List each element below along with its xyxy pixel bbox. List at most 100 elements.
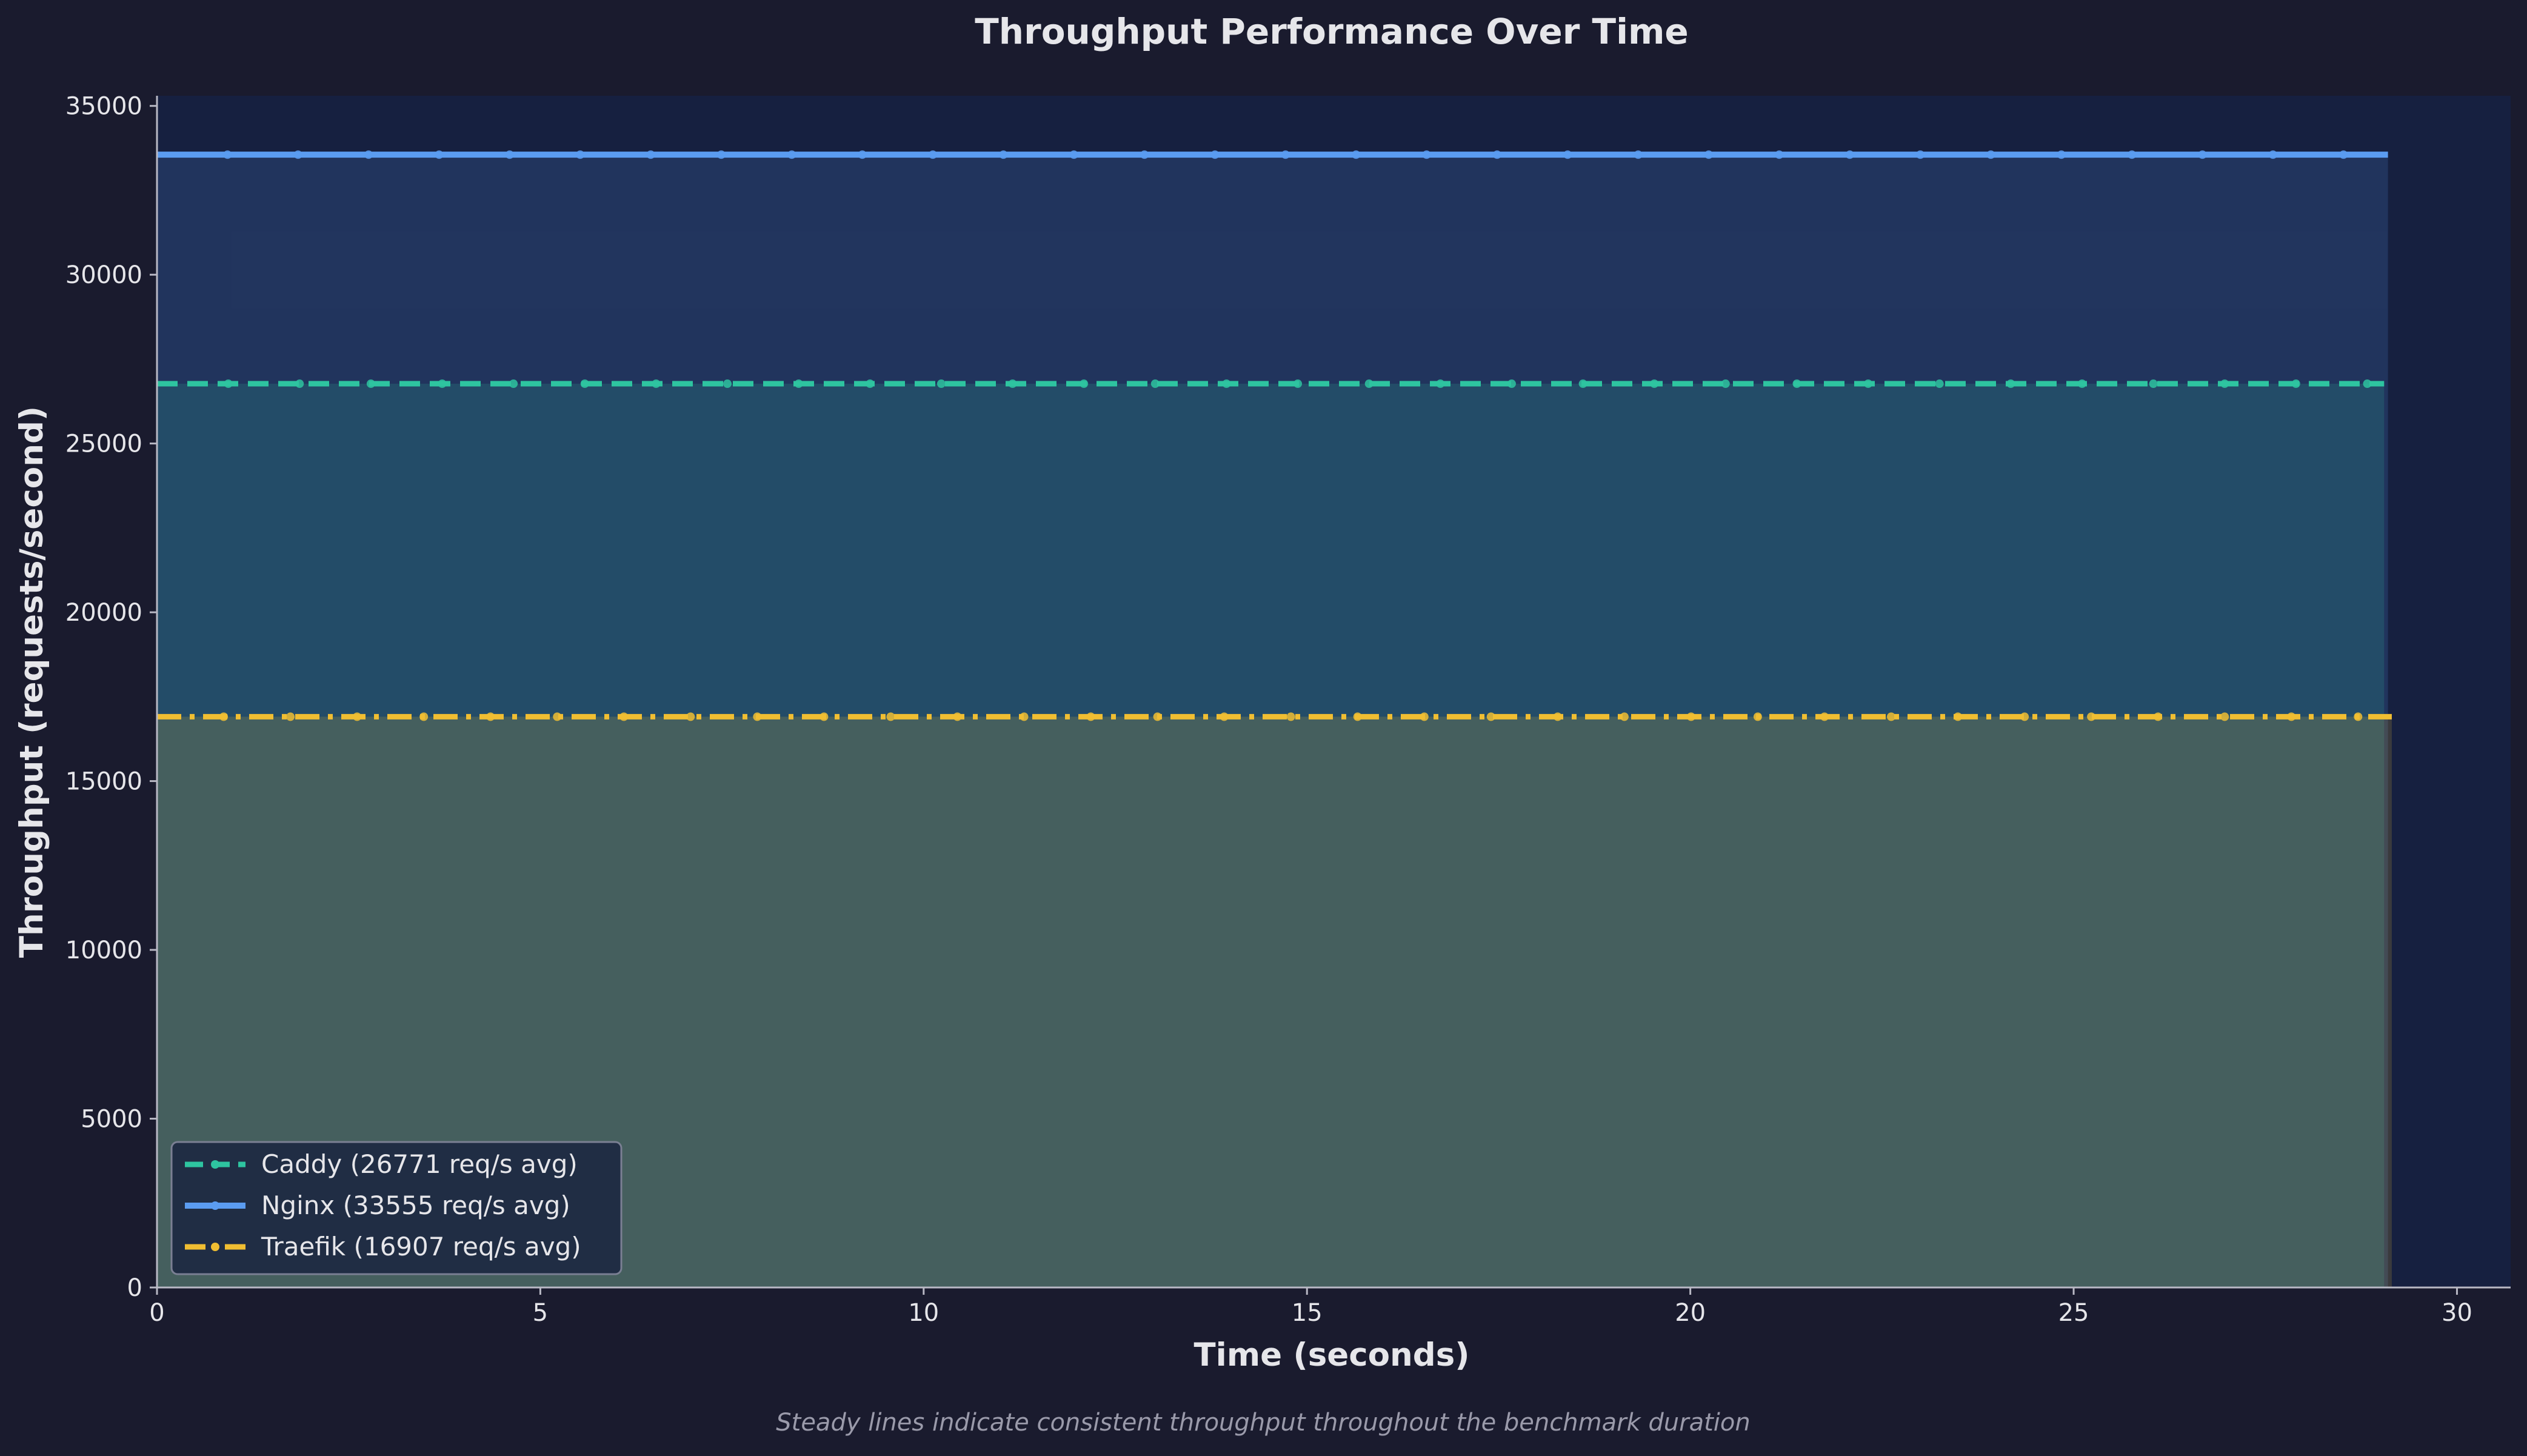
data-point-nginx: [1069, 150, 1078, 159]
data-point-nginx: [928, 150, 937, 159]
data-point-caddy: [1222, 379, 1231, 389]
legend-label-caddy: Caddy (26771 req/s avg): [261, 1149, 578, 1179]
data-point-traefik: [353, 712, 362, 721]
data-point-nginx: [1916, 150, 1925, 159]
x-tick-label: 25: [2058, 1299, 2089, 1327]
data-point-caddy: [509, 379, 518, 389]
data-point-traefik: [2354, 712, 2363, 721]
x-tick-label: 30: [2442, 1299, 2472, 1327]
data-point-traefik: [1820, 712, 1829, 721]
data-point-caddy: [1935, 379, 1944, 389]
data-point-traefik: [1020, 712, 1029, 721]
chart-footnote: Steady lines indicate consistent through…: [776, 1409, 1750, 1437]
data-point-traefik: [1286, 712, 1295, 721]
data-point-nginx: [1352, 150, 1361, 159]
y-tick-label: 35000: [65, 93, 142, 121]
y-tick-label: 0: [127, 1274, 142, 1302]
data-point-caddy: [438, 379, 447, 389]
data-point-caddy: [1436, 379, 1445, 389]
data-point-caddy: [1792, 379, 1801, 389]
data-point-caddy: [1364, 379, 1374, 389]
data-point-nginx: [2268, 150, 2277, 159]
data-point-caddy: [1294, 379, 1303, 389]
data-point-traefik: [820, 712, 829, 721]
data-point-caddy: [295, 379, 304, 389]
data-point-traefik: [1220, 712, 1229, 721]
data-point-nginx: [999, 150, 1008, 159]
data-point-nginx: [1422, 150, 1431, 159]
y-tick-label: 5000: [81, 1106, 142, 1134]
data-point-nginx: [2339, 150, 2348, 159]
data-point-caddy: [866, 379, 875, 389]
data-point-traefik: [553, 712, 562, 721]
data-point-traefik: [686, 712, 695, 721]
legend-label-traefik: Traefik (16907 req/s avg): [261, 1232, 581, 1261]
x-tick-label: 0: [149, 1299, 164, 1327]
data-point-caddy: [1721, 379, 1730, 389]
data-point-nginx: [1704, 150, 1713, 159]
x-tick-label: 10: [908, 1299, 939, 1327]
plot-area: [157, 96, 2511, 1287]
data-point-nginx: [2128, 150, 2137, 159]
data-point-nginx: [2057, 150, 2066, 159]
data-point-nginx: [505, 150, 514, 159]
data-point-nginx: [787, 150, 796, 159]
data-point-caddy: [2077, 379, 2086, 389]
data-point-caddy: [1507, 379, 1516, 389]
x-tick-label: 5: [533, 1299, 548, 1327]
data-point-traefik: [2220, 712, 2229, 721]
data-point-caddy: [936, 379, 946, 389]
axes: [156, 96, 2511, 1289]
data-point-nginx: [364, 150, 373, 159]
data-point-nginx: [646, 150, 655, 159]
data-point-traefik: [219, 712, 229, 721]
data-point-traefik: [286, 712, 295, 721]
data-point-traefik: [886, 712, 895, 721]
data-point-traefik: [1153, 712, 1162, 721]
data-point-nginx: [1210, 150, 1220, 159]
data-point-nginx: [1492, 150, 1501, 159]
data-point-traefik: [619, 712, 629, 721]
data-point-caddy: [1864, 379, 1873, 389]
legend-marker-traefik: [211, 1243, 219, 1251]
area-fills: [157, 155, 2392, 1287]
area-fill-nginx: [157, 155, 2388, 1287]
data-point-caddy: [2291, 379, 2300, 389]
legend-box: [170, 1141, 623, 1275]
data-point-caddy: [2363, 379, 2372, 389]
data-point-nginx: [1845, 150, 1854, 159]
data-point-traefik: [1553, 712, 1562, 721]
data-point-caddy: [2149, 379, 2158, 389]
data-point-caddy: [1008, 379, 1017, 389]
data-point-traefik: [2087, 712, 2096, 721]
data-point-traefik: [2020, 712, 2029, 721]
y-tick-label: 15000: [65, 768, 142, 796]
data-point-traefik: [953, 712, 962, 721]
data-point-traefik: [1686, 712, 1695, 721]
data-point-traefik: [2287, 712, 2296, 721]
data-point-traefik: [1420, 712, 1429, 721]
y-tick-label: 30000: [65, 261, 142, 289]
ticks: 0 5 10 15 20 25 30 0 5000 10000 15000 20000 25000 300…: [65, 93, 2472, 1327]
x-axis-label: Time (seconds): [1194, 1337, 1470, 1374]
data-point-caddy: [580, 379, 589, 389]
data-point-traefik: [1486, 712, 1495, 721]
data-point-nginx: [2198, 150, 2207, 159]
data-point-traefik: [1887, 712, 1896, 721]
data-point-caddy: [2006, 379, 2015, 389]
area-fill-caddy: [157, 384, 2385, 1287]
data-point-caddy: [2220, 379, 2229, 389]
legend: Caddy (26771 req/s avg) Nginx (33555 req/…: [170, 1141, 623, 1275]
data-point-nginx: [1281, 150, 1290, 159]
data-point-nginx: [716, 150, 726, 159]
data-point-caddy: [366, 379, 375, 389]
data-point-nginx: [1140, 150, 1149, 159]
data-point-nginx: [1775, 150, 1784, 159]
data-point-traefik: [1954, 712, 1963, 721]
legend-marker-caddy: [211, 1160, 219, 1169]
y-axis-label: Throughput (requests/second): [13, 406, 50, 958]
chart-title: Throughput Performance Over Time: [975, 11, 1689, 52]
legend-label-nginx: Nginx (33555 req/s avg): [261, 1191, 570, 1220]
series-markers: [219, 150, 2372, 721]
data-point-traefik: [1086, 712, 1095, 721]
